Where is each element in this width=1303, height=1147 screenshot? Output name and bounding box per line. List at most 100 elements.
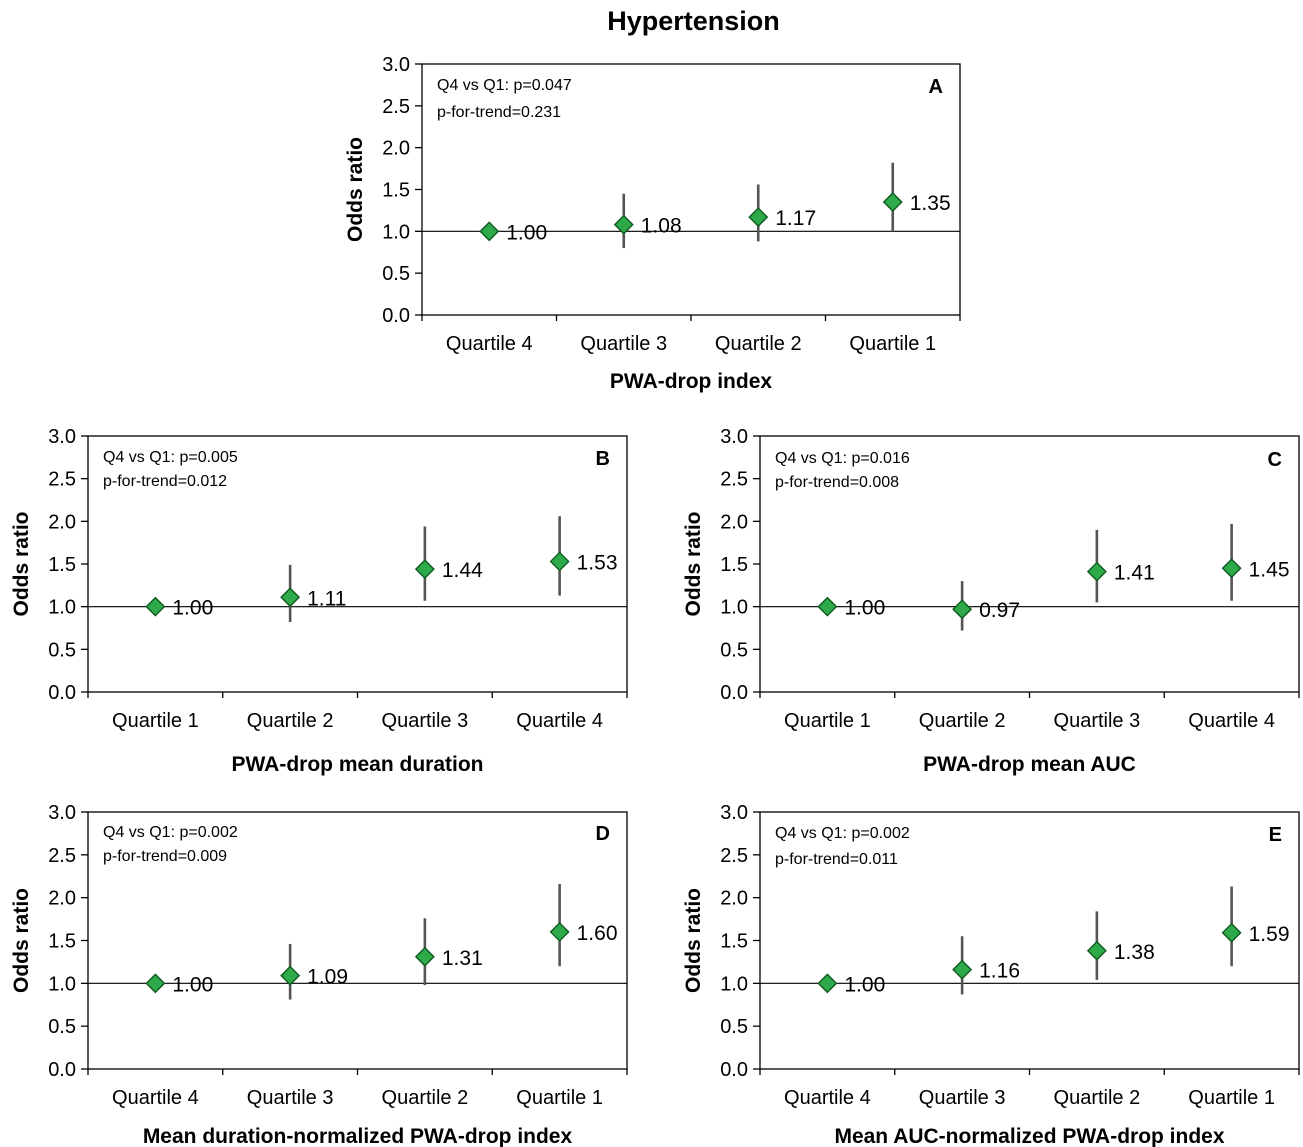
data-label: 1.41 — [1114, 562, 1155, 585]
x-axis-label: Mean AUC-normalized PWA-drop index — [834, 1125, 1224, 1147]
x-tick-label: Quartile 3 — [1054, 710, 1141, 732]
comparison-note: Q4 vs Q1: p=0.002 — [775, 825, 910, 842]
y-tick-label: 0.0 — [48, 1059, 76, 1081]
panel-letter: D — [596, 823, 610, 845]
y-tick-label: 0.0 — [720, 682, 748, 704]
y-axis-label: Odds ratio — [10, 511, 33, 616]
data-label: 1.00 — [844, 597, 885, 620]
comparison-note: Q4 vs Q1: p=0.002 — [103, 824, 238, 841]
data-point — [1221, 922, 1242, 943]
data-point — [1221, 558, 1242, 579]
x-tick-label: Quartile 4 — [112, 1087, 199, 1109]
y-tick-label: 2.5 — [720, 469, 748, 491]
trend-note: p-for-trend=0.231 — [437, 104, 561, 121]
comparison-note: Q4 vs Q1: p=0.047 — [437, 77, 572, 94]
data-point — [748, 207, 769, 228]
data-label: 1.53 — [577, 551, 618, 574]
y-tick-label: 0.5 — [48, 639, 76, 661]
y-tick-label: 0.5 — [48, 1016, 76, 1038]
y-tick-label: 2.5 — [720, 845, 748, 867]
plot-frame — [421, 63, 961, 316]
x-tick-label: Quartile 1 — [849, 333, 936, 355]
y-tick-label: 2.0 — [720, 511, 748, 533]
y-tick-label: 0.5 — [720, 639, 748, 661]
y-axis-label: Odds ratio — [682, 888, 705, 993]
x-tick-label: Quartile 4 — [1188, 710, 1275, 732]
y-tick-label: 1.5 — [720, 931, 748, 953]
data-point — [817, 973, 838, 994]
data-label: 1.17 — [775, 207, 816, 230]
x-tick-label: Quartile 3 — [919, 1087, 1006, 1109]
x-tick-label: Quartile 4 — [784, 1087, 871, 1109]
x-tick-label: Quartile 1 — [1188, 1087, 1275, 1109]
data-point — [549, 921, 570, 942]
y-tick-label: 2.0 — [720, 888, 748, 910]
y-tick-label: 1.0 — [720, 973, 748, 995]
comparison-note: Q4 vs Q1: p=0.016 — [775, 450, 910, 467]
trend-note: p-for-trend=0.011 — [775, 851, 898, 868]
data-label: 1.00 — [506, 221, 547, 244]
y-tick-label: 0.0 — [720, 1059, 748, 1081]
x-tick-label: Quartile 2 — [715, 333, 802, 355]
y-tick-label: 2.0 — [48, 888, 76, 910]
data-label: 1.11 — [307, 587, 346, 610]
y-tick-label: 1.0 — [382, 221, 410, 243]
panel-b: 0.0 0.5 1.0 1.5 2.0 2.5 3.0 Quartile 1 Quartile … — [10, 426, 628, 776]
y-tick-label: 3.0 — [48, 426, 76, 448]
y-axis-label: Odds ratio — [344, 137, 367, 242]
y-tick-label: 2.5 — [382, 96, 410, 118]
y-tick-label: 1.5 — [48, 554, 76, 576]
y-tick-label: 0.0 — [382, 305, 410, 327]
y-tick-label: 1.0 — [48, 597, 76, 619]
y-tick-label: 3.0 — [382, 54, 410, 76]
y-tick-label: 1.0 — [720, 597, 748, 619]
data-point — [613, 214, 634, 235]
data-point — [952, 599, 973, 620]
x-axis-label: PWA-drop mean AUC — [923, 753, 1136, 776]
panel-letter: C — [1268, 449, 1282, 471]
x-tick-label: Quartile 2 — [382, 1087, 469, 1109]
y-axis-label: Odds ratio — [10, 888, 33, 993]
trend-note: p-for-trend=0.012 — [103, 473, 227, 490]
data-point — [414, 946, 435, 967]
comparison-note: Q4 vs Q1: p=0.005 — [103, 449, 238, 466]
data-label: 1.00 — [172, 597, 213, 620]
y-tick-label: 2.0 — [48, 511, 76, 533]
panel-letter: B — [596, 448, 610, 470]
y-axis-label: Odds ratio — [682, 511, 705, 616]
data-label: 1.09 — [307, 966, 348, 989]
panel-a: 0.0 0.5 1.0 1.5 2.0 2.5 3.0 Quartile 4 Quartile … — [344, 54, 961, 393]
y-tick-label: 1.5 — [382, 180, 410, 202]
data-point — [549, 551, 570, 572]
x-axis-label: PWA-drop index — [610, 370, 772, 393]
data-label: 1.31 — [442, 947, 483, 970]
x-tick-label: Quartile 1 — [784, 710, 871, 732]
x-tick-label: Quartile 4 — [446, 333, 533, 355]
data-point — [280, 965, 301, 986]
y-tick-label: 1.0 — [48, 973, 76, 995]
y-tick-label: 2.5 — [48, 469, 76, 491]
data-point — [952, 959, 973, 980]
trend-note: p-for-trend=0.008 — [775, 474, 899, 491]
y-tick-label: 2.5 — [48, 845, 76, 867]
figure-title: Hypertension — [607, 6, 780, 36]
x-tick-label: Quartile 2 — [919, 710, 1006, 732]
y-tick-label: 1.5 — [720, 554, 748, 576]
panel-letter: E — [1269, 824, 1282, 846]
x-tick-label: Quartile 3 — [247, 1087, 334, 1109]
y-tick-label: 3.0 — [48, 802, 76, 824]
data-label: 1.38 — [1114, 941, 1155, 964]
x-tick-label: Quartile 3 — [580, 333, 667, 355]
data-point — [145, 973, 166, 994]
data-point — [817, 596, 838, 617]
y-tick-label: 0.5 — [382, 263, 410, 285]
data-point — [280, 587, 301, 608]
data-label: 1.16 — [979, 960, 1020, 983]
panel-d: 0.0 0.5 1.0 1.5 2.0 2.5 3.0 Quartile 4 Quartile … — [10, 802, 628, 1147]
data-point — [1086, 940, 1107, 961]
data-point — [882, 192, 903, 213]
data-label: 0.97 — [979, 599, 1020, 622]
data-label: 1.59 — [1249, 923, 1290, 946]
x-tick-label: Quartile 1 — [112, 710, 199, 732]
